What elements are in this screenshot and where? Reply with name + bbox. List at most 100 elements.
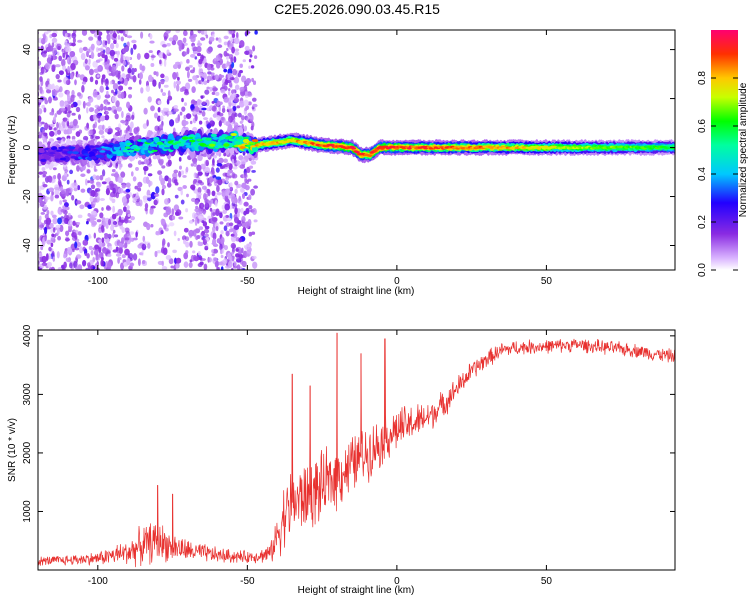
noise-blob [72,119,78,126]
noise-blob [239,86,245,92]
noise-blob [227,90,231,96]
noise-blob [173,230,177,237]
noise-blob [150,205,156,209]
ridge-mark [104,150,112,154]
noise-blob [52,116,57,124]
noise-blob [33,77,37,83]
noise-blob [173,169,179,174]
noise-blob [233,265,238,269]
noise-blob [107,253,112,258]
noise-blob [60,209,66,213]
noise-blob [54,184,60,191]
noise-blob [95,135,100,140]
noise-blob [104,40,108,46]
noise-blob [71,89,75,97]
noise-blob [204,225,210,230]
ridge-mark [63,155,70,162]
ridge-mark [122,149,130,153]
noise-blob [45,196,51,200]
noise-blob [96,47,99,53]
noise-blob [199,72,203,77]
noise-blob [201,107,207,111]
noise-blob [112,220,118,226]
noise-blob [76,241,82,248]
noise-blob [154,112,158,119]
noise-blob [73,261,78,269]
noise-blob [211,100,215,104]
noise-blob [67,94,71,102]
noise-blob [38,171,43,175]
noise-blob [239,63,243,68]
ridge-mark [119,141,126,145]
noise-blob [249,114,254,122]
noise-blob [150,62,155,68]
noise-blob [190,104,195,111]
noise-blob [57,217,63,225]
noise-blob [133,67,137,73]
noise-blob [160,73,165,79]
ridge-mark [541,147,547,150]
noise-blob [244,177,248,184]
noise-blob [76,74,81,78]
noise-blob [195,235,199,241]
noise-blob [217,44,223,48]
noise-blob [200,95,204,99]
noise-blob [212,154,217,159]
noise-blob [48,256,52,260]
noise-blob [220,236,225,244]
noise-blob [69,169,74,175]
noise-blob [224,78,228,85]
noise-blob [204,30,208,36]
noise-blob [71,112,76,116]
noise-blob [190,38,196,43]
noise-blob [90,51,95,60]
noise-blob [137,258,141,266]
noise-blob [175,80,182,85]
noise-blob [52,167,57,171]
noise-blob [168,37,174,42]
noise-blob [244,50,250,55]
noise-blob [251,97,257,102]
noise-blob [95,253,99,261]
noise-blob [132,75,137,83]
noise-blob [248,205,253,210]
noise-blob [184,88,189,94]
noise-blob [161,188,165,196]
noise-blob [41,52,47,58]
noise-blob [197,154,203,162]
ridge-mark [67,150,74,154]
noise-blob [97,47,104,51]
noise-blob [229,182,233,188]
noise-blob [223,152,227,157]
noise-blob [57,172,62,181]
noise-blob [31,57,35,63]
noise-blob [54,113,58,118]
noise-blob [130,121,134,129]
noise-blob [201,110,206,117]
noise-blob [105,49,111,53]
noise-blob [34,132,37,139]
noise-blob [163,84,169,88]
noise-blob [150,224,154,228]
noise-blob [48,224,54,228]
noise-blob [238,195,242,202]
noise-blob [183,261,189,268]
noise-blob [252,80,257,85]
noise-blob [33,126,38,132]
ridge-mark [181,136,189,140]
noise-blob [209,207,213,212]
noise-blob [43,107,47,113]
noise-blob [240,119,244,123]
noise-blob [223,225,228,232]
noise-blob [206,47,212,54]
ridge-mark [56,149,63,152]
noise-blob [129,231,135,235]
noise-blob [40,66,45,74]
noise-blob [196,45,202,53]
noise-blob [51,32,57,38]
noise-blob [50,237,55,243]
noise-blob [185,208,189,213]
noise-blob [45,217,51,225]
noise-blob [137,243,143,249]
noise-blob [71,194,75,201]
